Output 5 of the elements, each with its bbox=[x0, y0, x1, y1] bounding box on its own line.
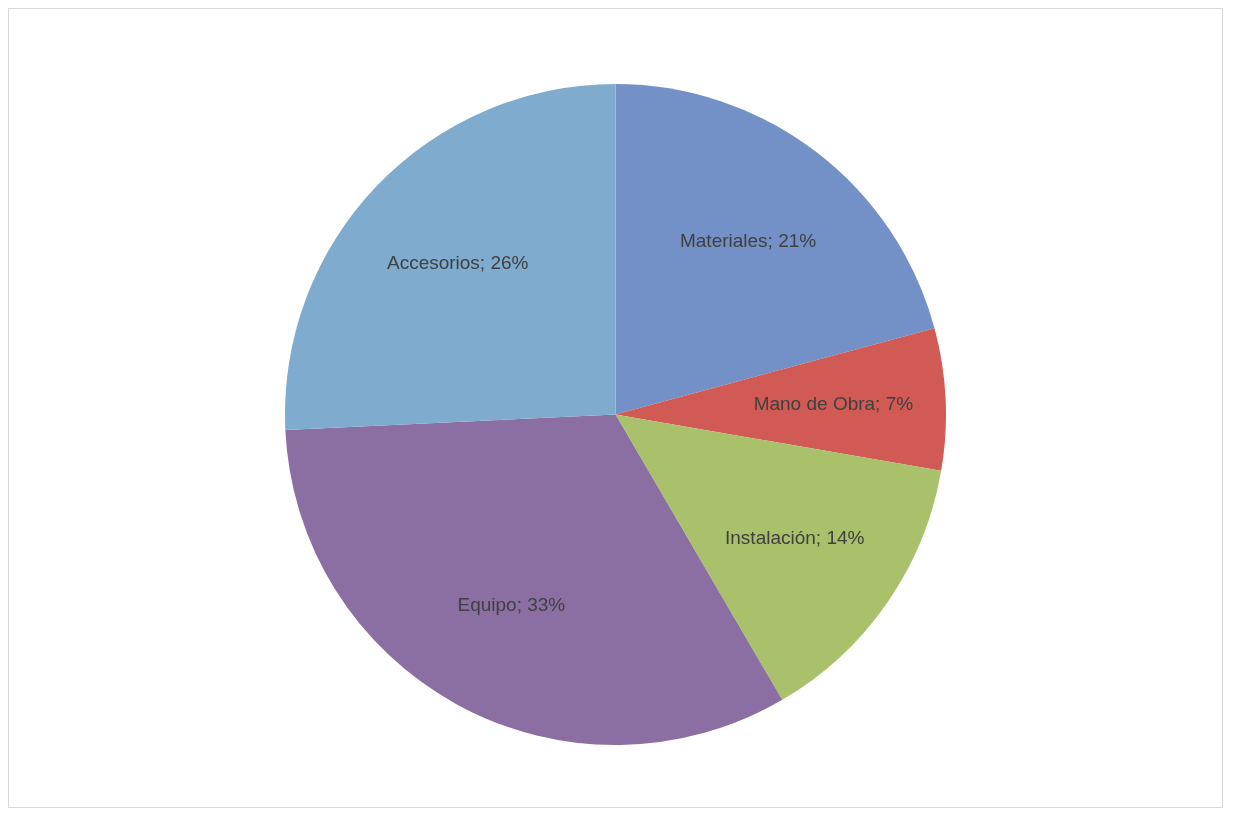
slice-label: Instalación; 14% bbox=[725, 527, 865, 549]
slice-label: Materiales; 21% bbox=[679, 229, 817, 251]
slice-label: Mano de Obra; 7% bbox=[753, 392, 914, 414]
slice-label: Equipo; 33% bbox=[457, 594, 566, 616]
slice-label: Accesorios; 26% bbox=[386, 252, 529, 274]
